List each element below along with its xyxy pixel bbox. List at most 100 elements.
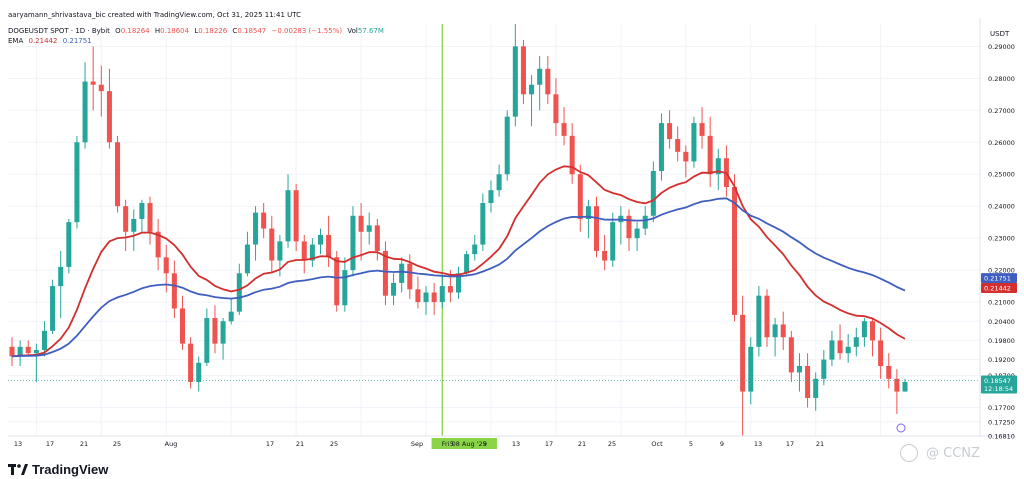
candle — [382, 241, 388, 306]
candle — [788, 330, 794, 382]
candle — [423, 286, 429, 315]
candle — [732, 174, 738, 322]
candle-body — [667, 123, 673, 140]
candle — [894, 369, 900, 414]
candle-body — [577, 174, 583, 219]
candle-body — [212, 318, 218, 344]
candle-body — [155, 231, 161, 258]
ema-short-line — [11, 165, 906, 358]
candle-body — [545, 68, 551, 95]
candle — [204, 308, 210, 367]
candle — [902, 378, 908, 392]
candle — [244, 231, 250, 277]
candle-body — [269, 228, 275, 261]
candle-body — [455, 273, 462, 293]
watermark-circle-icon — [900, 444, 918, 462]
candle — [33, 343, 39, 382]
candle-body — [480, 202, 486, 245]
candle — [520, 39, 526, 104]
candle-body — [423, 292, 429, 303]
candle-body — [569, 135, 575, 175]
candle — [504, 110, 510, 181]
candle-body — [342, 270, 348, 306]
candle — [98, 65, 104, 117]
candle — [41, 321, 47, 357]
candle — [196, 356, 202, 392]
candle-body — [309, 244, 315, 261]
candle-body — [853, 337, 859, 347]
candle-body — [626, 215, 632, 239]
candle — [171, 260, 177, 319]
candle — [350, 206, 356, 277]
price-tick-label: 0.17700 — [988, 404, 1015, 412]
candle-body — [220, 321, 226, 344]
candle — [813, 372, 819, 411]
candle-body — [50, 286, 56, 331]
symbol-label[interactable]: DOGEUSDT SPOT · 1D · Bybit — [8, 27, 110, 35]
candle — [577, 164, 583, 232]
time-tick-label: 25 — [608, 440, 616, 448]
candle — [147, 196, 153, 245]
candle-body — [602, 250, 608, 261]
candle-body — [391, 282, 397, 296]
candle — [723, 145, 729, 197]
candle-body — [431, 292, 437, 303]
candle — [715, 148, 721, 191]
candle-body — [261, 212, 267, 229]
price-tick-label: 0.26000 — [988, 139, 1015, 147]
candle-body — [691, 123, 697, 162]
price-tick-label: 0.29000 — [988, 43, 1015, 51]
price-tick-label: 0.22000 — [988, 267, 1015, 275]
candle — [439, 276, 445, 309]
candle-body — [813, 378, 819, 398]
candle-body — [25, 346, 31, 354]
candle — [691, 116, 697, 168]
time-tick-label: 13 — [512, 440, 520, 448]
candle-body — [902, 381, 908, 392]
candle-body — [764, 295, 770, 338]
candle-body — [285, 190, 291, 242]
price-tick-label: 0.23000 — [988, 235, 1015, 243]
ema-short-tag-bg — [981, 282, 1017, 293]
candle-body — [115, 142, 121, 207]
candle-body — [675, 139, 681, 152]
price-tick-label: 0.25000 — [988, 171, 1015, 179]
time-axis-labels: 13 17 21 25 Aug Fri 08 Aug '25 17 21 25 Sep 5 9 13 17… — [14, 438, 824, 449]
candle-body — [464, 254, 470, 274]
candle — [699, 107, 705, 149]
candle-body — [699, 123, 705, 136]
candle — [756, 286, 762, 357]
candle-body — [399, 263, 405, 283]
candle — [480, 193, 486, 251]
candle — [58, 250, 64, 319]
candle-body — [33, 350, 39, 354]
ema-long-tag: 0.21751 — [984, 275, 1011, 283]
candle-body — [878, 340, 884, 367]
candle-body — [407, 263, 413, 290]
time-tick-label: Aug — [165, 440, 178, 448]
candle — [74, 135, 80, 229]
candle — [772, 318, 778, 357]
candle — [569, 123, 575, 184]
tradingview-logo: TradingView — [8, 462, 108, 477]
candle — [293, 183, 299, 251]
candle — [870, 318, 876, 357]
candle-body — [334, 257, 340, 306]
candle-body — [9, 346, 15, 357]
candle — [634, 222, 640, 251]
price-tick-label: 0.24000 — [988, 203, 1015, 211]
candle — [707, 116, 713, 188]
candle-body — [553, 94, 559, 124]
candle-body — [520, 46, 526, 95]
time-tick-label: 21 — [80, 440, 88, 448]
time-tick-label: 13 — [754, 440, 762, 448]
candle-body — [537, 68, 543, 85]
candle — [115, 135, 121, 213]
candle — [25, 340, 31, 357]
grid-lines — [8, 24, 980, 437]
candle — [561, 107, 567, 146]
candle-body — [683, 151, 689, 162]
candle — [618, 206, 624, 245]
date-marker-label: Fri 08 Aug '25 — [442, 440, 487, 448]
